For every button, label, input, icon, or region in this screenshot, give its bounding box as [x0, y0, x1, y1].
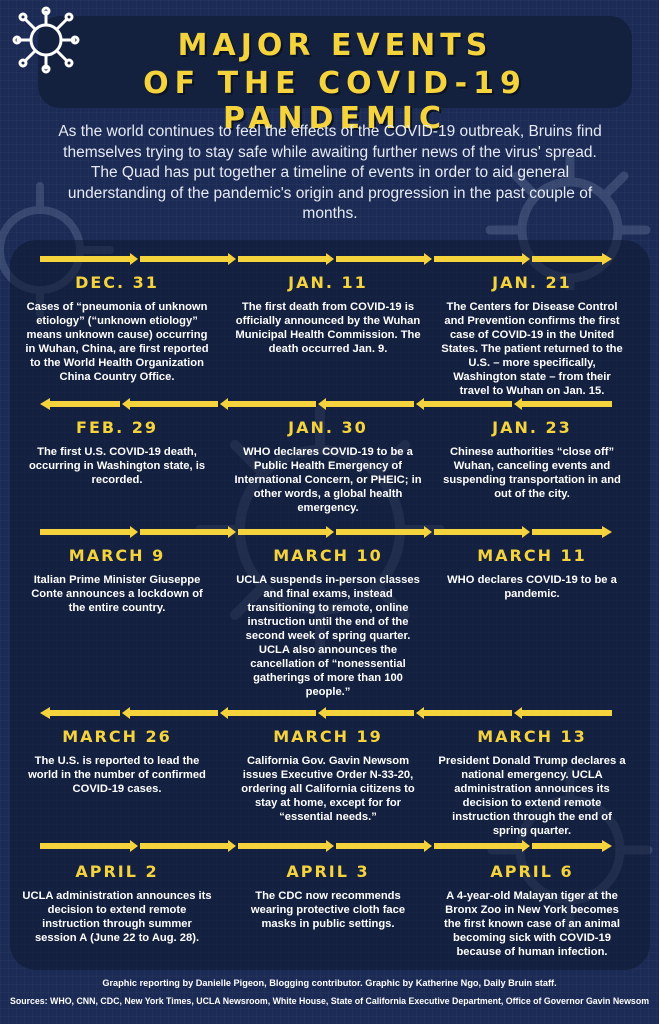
event-description: UCLA administration announces its decisi… [22, 890, 212, 944]
event-description: WHO declares COVID-19 to be a Public Hea… [234, 446, 422, 514]
timeline-event: MARCH 26 The U.S. is reported to lead the… [22, 727, 212, 796]
event-date: JAN. 11 [288, 273, 368, 292]
event-date: APRIL 3 [286, 862, 370, 881]
event-date: MARCH 10 [273, 546, 383, 565]
timeline-event: APRIL 3 The CDC now recommends wearing pr… [233, 862, 423, 931]
event-date: MARCH 13 [477, 727, 587, 746]
event-description: President Donald Trump declares a nation… [438, 755, 626, 837]
event-description: The first death from COVID-19 is officia… [235, 301, 421, 355]
timeline-event: MARCH 9 Italian Prime Minister Giuseppe C… [22, 546, 212, 615]
event-description: California Gov. Gavin Newsom issues Exec… [241, 755, 415, 823]
timeline-event: JAN. 30 WHO declares COVID-19 to be a Pub… [233, 418, 423, 515]
event-description: The CDC now recommends wearing protectiv… [250, 890, 406, 930]
timeline-arrow-left [40, 707, 612, 719]
event-date: JAN. 30 [288, 418, 368, 437]
credits-line: Graphic reporting by Danielle Pigeon, Bl… [102, 978, 557, 988]
event-description: The Centers for Disease Control and Prev… [441, 301, 623, 397]
timeline-event: APRIL 2 UCLA administration announces its… [22, 862, 212, 945]
title-banner: MAJOR EVENTS OF THE COVID-19 PANDEMIC [38, 16, 632, 136]
timeline-event: JAN. 23 Chinese authorities “close off” W… [437, 418, 627, 501]
event-description: A 4-year-old Malayan tiger at the Bronx … [444, 890, 620, 958]
timeline-event: MARCH 19 California Gov. Gavin Newsom iss… [233, 727, 423, 824]
sources-line: Sources: WHO, CNN, CDC, New York Times, … [9, 996, 650, 1006]
timeline-event: APRIL 6 A 4-year-old Malayan tiger at the… [437, 862, 627, 959]
timeline-event: MARCH 10 UCLA suspends in-person classes … [233, 546, 423, 699]
event-date: APRIL 6 [490, 862, 574, 881]
timeline-event: JAN. 11 The first death from COVID-19 is … [233, 273, 423, 356]
intro-paragraph: As the world continues to feel the effec… [58, 123, 602, 222]
event-date: MARCH 11 [477, 546, 587, 565]
event-description: Cases of “pneumonia of unknown etiology”… [25, 301, 209, 383]
timeline-event: MARCH 11 WHO declares COVID-19 to be a pa… [437, 546, 627, 601]
timeline-arrow-right [40, 526, 612, 538]
event-date: MARCH 9 [68, 546, 166, 565]
event-date: MARCH 19 [273, 727, 383, 746]
event-date: JAN. 21 [492, 273, 572, 292]
title-line-2: OF THE COVID-19 PANDEMIC [143, 66, 527, 136]
event-description: The U.S. is reported to lead the world i… [28, 755, 206, 795]
timeline-arrow-right [40, 253, 612, 265]
timeline-arrow-left [40, 398, 612, 410]
event-date: JAN. 23 [492, 418, 572, 437]
timeline-arrow-right [40, 840, 612, 852]
event-date: APRIL 2 [75, 862, 159, 881]
timeline-event: DEC. 31 Cases of “pneumonia of unknown et… [22, 273, 212, 384]
timeline-event: MARCH 13 President Donald Trump declares … [437, 727, 627, 838]
title-line-1: MAJOR EVENTS [177, 28, 493, 63]
event-description: UCLA suspends in-person classes and fina… [236, 574, 420, 698]
timeline-event: FEB. 29 The first U.S. COVID-19 death, oc… [22, 418, 212, 487]
event-date: FEB. 29 [76, 418, 158, 437]
event-description: WHO declares COVID-19 to be a pandemic. [447, 574, 617, 600]
virus-icon [12, 6, 80, 74]
event-date: MARCH 26 [62, 727, 172, 746]
event-description: Chinese authorities “close off” Wuhan, c… [443, 446, 621, 500]
timeline-event: JAN. 21 The Centers for Disease Control a… [437, 273, 627, 398]
event-date: DEC. 31 [75, 273, 159, 292]
event-description: The first U.S. COVID-19 death, occurring… [28, 446, 206, 486]
event-description: Italian Prime Minister Giuseppe Conte an… [31, 574, 203, 614]
